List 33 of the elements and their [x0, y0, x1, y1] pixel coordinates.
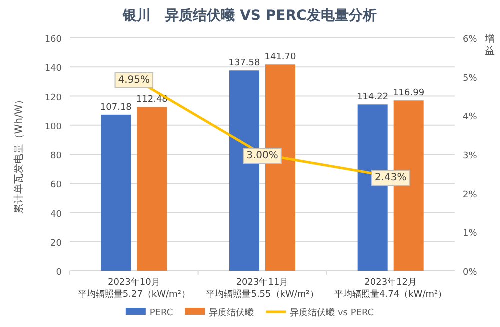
- data-label: 107.18: [100, 102, 132, 113]
- y-tick-label: 60: [50, 180, 62, 191]
- y-tick-label: 40: [50, 210, 62, 220]
- data-label: 4.95%: [118, 74, 150, 86]
- legend-label: 异质结伏曦 vs PERC: [290, 308, 374, 318]
- y2-tick-label: 1%: [463, 229, 478, 240]
- y2-axis-title: 增益: [484, 33, 495, 57]
- y2-tick-label: 4%: [463, 112, 478, 123]
- y-tick-label: 0: [56, 268, 62, 278]
- data-label: 137.58: [228, 58, 261, 69]
- chart-title: 银川 异质结伏曦 VS PERC发电量分析: [122, 7, 377, 24]
- legend-label: PERC: [150, 308, 174, 318]
- x-tick-label: 2023年11月平均辐照量5.55（kW/m²）: [206, 277, 319, 300]
- y-axis-title: 累计单瓦发电量（Wh/W）: [13, 94, 25, 214]
- y-tick-label: 120: [44, 93, 62, 104]
- y-tick-label: 80: [50, 152, 62, 162]
- data-label: 116.99: [393, 88, 425, 99]
- y2-tick-label: 3%: [463, 152, 478, 162]
- y-tick-label: 160: [44, 35, 62, 45]
- legend-label: 异质结伏曦: [209, 308, 254, 318]
- y-tick-label: 140: [44, 64, 62, 74]
- bar: [101, 114, 132, 271]
- bar: [137, 107, 168, 271]
- y2-tick-label: 5%: [463, 74, 478, 84]
- x-tick-label: 2023年12月平均辐照量4.74（kW/m²）: [334, 277, 448, 300]
- y2-tick-label: 6%: [463, 35, 478, 45]
- x-tick-label: 2023年10月平均辐照量5.27（kW/m²）: [78, 277, 190, 300]
- data-label: 114.22: [357, 92, 389, 103]
- y-tick-label: 20: [50, 238, 62, 249]
- data-label: 141.70: [264, 52, 297, 63]
- y-tick-label: 100: [44, 122, 62, 132]
- y2-tick-label: 2%: [463, 190, 478, 200]
- y2-tick-label: 0%: [463, 268, 478, 278]
